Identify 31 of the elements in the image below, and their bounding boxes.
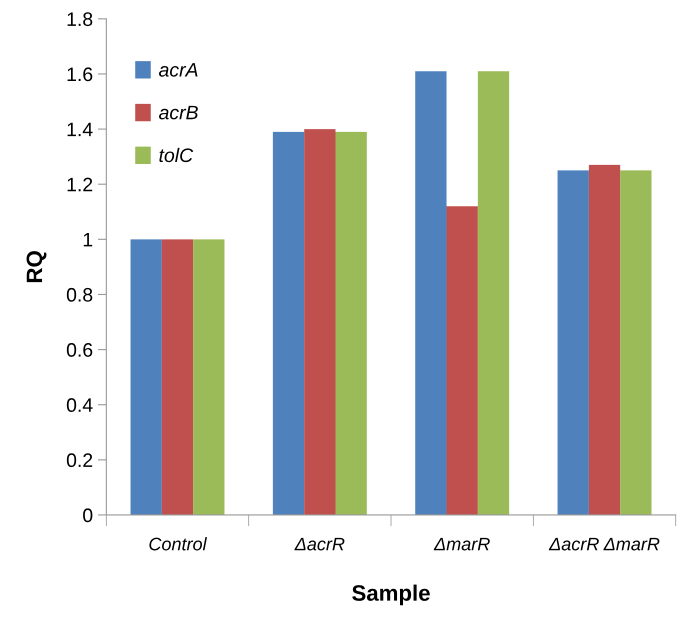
y-tick-label: 1.4 [68,122,93,136]
x-tick-label: ΔmarR [434,538,490,550]
legend-label: tolC [159,148,194,162]
bar [415,71,447,515]
legend-label: acrA [158,63,198,77]
bar [162,239,194,515]
y-tick-label: 1.6 [68,67,92,82]
bar [193,239,224,515]
x-tick-label: ΔacrR ΔmarR [548,538,660,550]
bar [446,206,478,515]
y-tick-label: 0.8 [66,288,92,302]
x-axis-title: Sample [352,584,430,606]
bar [558,170,589,515]
y-tick-label: 1.8 [68,12,92,26]
bar [272,132,304,515]
y-tick-label: 0.6 [66,343,92,357]
y-tick-label: 1 [84,233,92,246]
y-tick-label: 1.2 [68,178,92,192]
bar [304,129,336,515]
y-tick-label: 0.2 [66,453,92,468]
x-tick-label: ΔacrR [294,538,344,550]
bar [620,170,652,515]
bar [588,164,620,515]
y-tick-label: 0.4 [66,398,93,412]
bar [336,132,367,515]
bar [478,71,510,515]
y-tick-label: 0 [83,508,92,522]
y-axis-title: RQ [26,251,46,282]
bar [130,239,162,515]
x-tick-label: Control [149,537,208,550]
legend-label: acrB [158,106,198,120]
